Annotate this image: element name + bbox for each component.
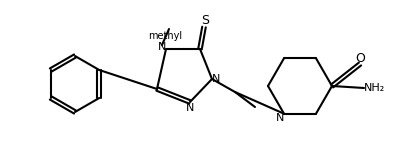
Text: S: S <box>201 15 209 28</box>
Text: N: N <box>186 103 194 113</box>
Text: N: N <box>276 113 284 123</box>
Text: O: O <box>355 52 365 65</box>
Text: methyl: methyl <box>148 31 182 41</box>
Text: NH₂: NH₂ <box>363 83 385 93</box>
Text: N: N <box>158 42 166 52</box>
Text: N: N <box>212 74 220 84</box>
